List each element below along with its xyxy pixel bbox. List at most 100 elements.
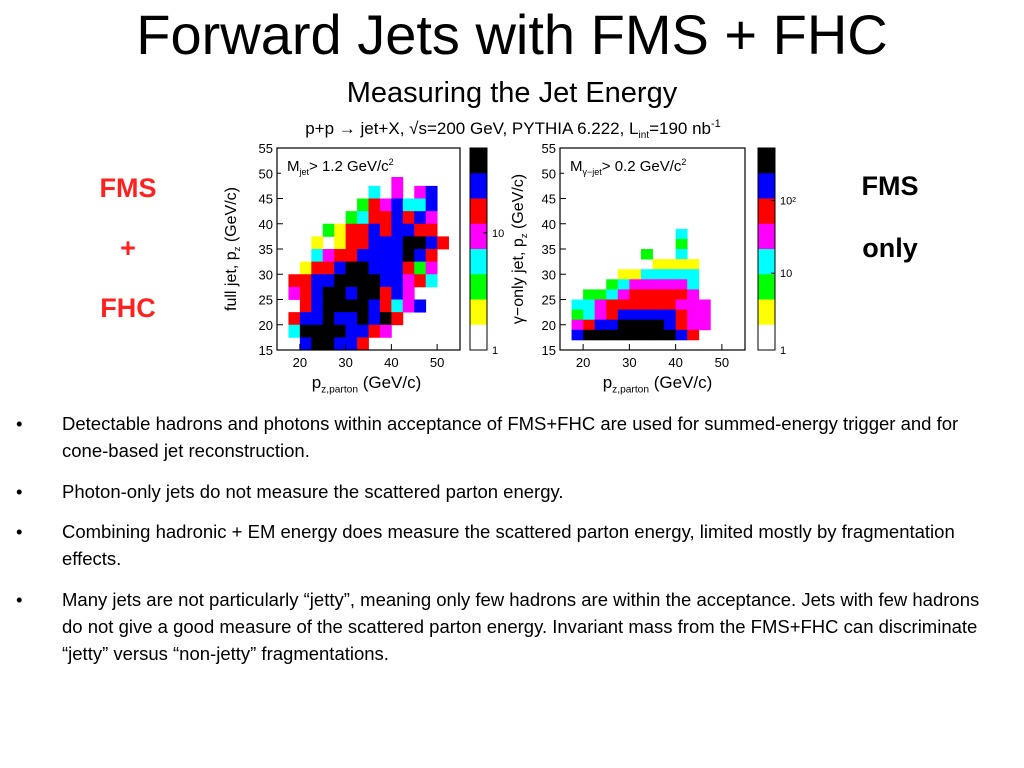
x-tick-label: 30 bbox=[338, 355, 352, 370]
heatmap-cell bbox=[583, 319, 596, 331]
heatmap-cell bbox=[299, 261, 312, 275]
colorbar-swatch bbox=[470, 274, 487, 300]
colorbar-swatch bbox=[758, 299, 775, 326]
heatmap-cell bbox=[311, 261, 324, 275]
heatmap-cell bbox=[629, 279, 642, 290]
y-tick-label: 35 bbox=[259, 242, 273, 257]
colorbar-swatch bbox=[470, 148, 487, 174]
y-tick-label: 55 bbox=[542, 141, 556, 156]
heatmap-cell bbox=[437, 236, 449, 250]
y-tick-label: 40 bbox=[542, 217, 556, 232]
heatmap-cell bbox=[311, 312, 324, 326]
colorbar-frame bbox=[469, 147, 488, 351]
heatmap-panel-full-jet: 15 20 25 30 35 40 45 50 55 20 30 40 50 Mjet> 1.2 GeV/… bbox=[223, 141, 504, 395]
heatmap-cell bbox=[368, 223, 381, 237]
y-tick-label: 50 bbox=[259, 166, 273, 181]
colorbar-label: 1 bbox=[780, 345, 786, 357]
heatmap-cell bbox=[368, 211, 381, 225]
heatmap-cell bbox=[402, 211, 415, 225]
slide-subtitle: Measuring the Jet Energy bbox=[346, 77, 678, 109]
heatmap-cell bbox=[664, 279, 677, 290]
heatmap-cell bbox=[368, 261, 381, 275]
heatmap-cell bbox=[652, 319, 665, 331]
heatmap-cell bbox=[345, 211, 358, 225]
heatmap-cell bbox=[322, 337, 335, 351]
heatmap-cell bbox=[687, 299, 700, 310]
cut-label: Mjet> 1.2 GeV/c2 bbox=[287, 157, 394, 177]
heatmap-cell bbox=[640, 289, 653, 300]
heatmap-cell bbox=[425, 223, 438, 237]
colorbar-swatch bbox=[758, 148, 775, 174]
heatmap-cell bbox=[379, 286, 392, 300]
heatmap-cell bbox=[617, 319, 630, 331]
heatmap-cell bbox=[675, 319, 688, 331]
heatmap-cell bbox=[345, 324, 358, 338]
heatmap-cell bbox=[687, 319, 700, 331]
heatmap-cell bbox=[617, 329, 630, 341]
heatmap-cell bbox=[288, 286, 301, 300]
bullet-text: Photon-only jets do not measure the scat… bbox=[62, 481, 564, 502]
y-tick-label: 15 bbox=[259, 343, 273, 358]
heatmap-panel-gamma-only-jet: 15 20 25 30 35 40 45 50 55 20 30 40 50 Mγ−jet> 0.2 Ge… bbox=[510, 141, 796, 395]
heatmap-cell bbox=[402, 299, 415, 313]
heatmap-cell bbox=[675, 228, 688, 240]
colorbar-swatch bbox=[470, 223, 487, 250]
colorbar-label: 10² bbox=[780, 196, 796, 208]
heatmap-cell bbox=[594, 309, 607, 321]
heatmap-cell bbox=[606, 309, 619, 321]
heatmap-cell bbox=[334, 236, 347, 250]
heatmap-cell bbox=[652, 309, 665, 321]
heatmap-cell bbox=[414, 236, 427, 250]
y-tick-label: 20 bbox=[542, 318, 556, 333]
bullet-text: Combining hadronic + EM energy does meas… bbox=[62, 521, 955, 569]
colorbar-swatch bbox=[470, 299, 487, 326]
heatmap-cell bbox=[299, 299, 312, 313]
heatmap-cell bbox=[583, 309, 596, 321]
heatmap-cell bbox=[675, 299, 688, 310]
heatmap-cell bbox=[698, 309, 711, 321]
heatmap-cell bbox=[606, 319, 619, 331]
heatmap-cell bbox=[357, 337, 369, 351]
heatmap-cell bbox=[288, 324, 301, 338]
heatmap-cell bbox=[425, 198, 438, 212]
heatmap-cell bbox=[640, 299, 653, 310]
heatmap-cell bbox=[379, 274, 392, 288]
heatmap-cell bbox=[322, 324, 335, 338]
heatmap-cell bbox=[391, 299, 404, 313]
heatmap-cell bbox=[311, 286, 324, 300]
heatmap-cell bbox=[402, 286, 415, 300]
heatmap-cell bbox=[357, 198, 369, 212]
heatmap-cell bbox=[391, 286, 404, 300]
heatmap-cell bbox=[640, 279, 653, 290]
colorbar-swatch bbox=[758, 274, 775, 300]
heatmap-cell bbox=[391, 312, 404, 326]
heatmap-cell bbox=[322, 249, 335, 263]
heatmap-cell bbox=[414, 299, 427, 313]
heatmap-cell bbox=[652, 259, 665, 270]
colorbar-swatch bbox=[470, 324, 487, 351]
heatmap-cell bbox=[629, 299, 642, 310]
left-label-line: + bbox=[120, 233, 136, 263]
heatmap-cell bbox=[311, 249, 324, 263]
heatmap-cell bbox=[368, 185, 381, 199]
heatmap-cell bbox=[311, 236, 324, 250]
heatmap-cell bbox=[652, 269, 665, 280]
heatmap-cell bbox=[368, 299, 381, 313]
heatmap-cell bbox=[334, 324, 347, 338]
heatmap-cell bbox=[391, 173, 404, 187]
heatmap-cell bbox=[288, 274, 301, 288]
colorbar-swatch bbox=[470, 249, 487, 275]
heatmap-cell bbox=[391, 211, 404, 225]
heatmap-cell bbox=[425, 261, 438, 275]
x-tick-label: 20 bbox=[293, 355, 307, 370]
heatmap-cell bbox=[414, 249, 427, 263]
heatmap-cell bbox=[594, 299, 607, 310]
heatmap-cell bbox=[334, 337, 347, 351]
bullet-marker: • bbox=[16, 521, 23, 542]
heatmap-cell bbox=[571, 299, 584, 310]
right-label-line: only bbox=[862, 233, 918, 263]
left-label-line: FMS bbox=[99, 173, 157, 203]
heatmap-cell bbox=[583, 329, 596, 341]
heatmap-cell bbox=[334, 249, 347, 263]
heatmap-cell bbox=[414, 198, 427, 212]
